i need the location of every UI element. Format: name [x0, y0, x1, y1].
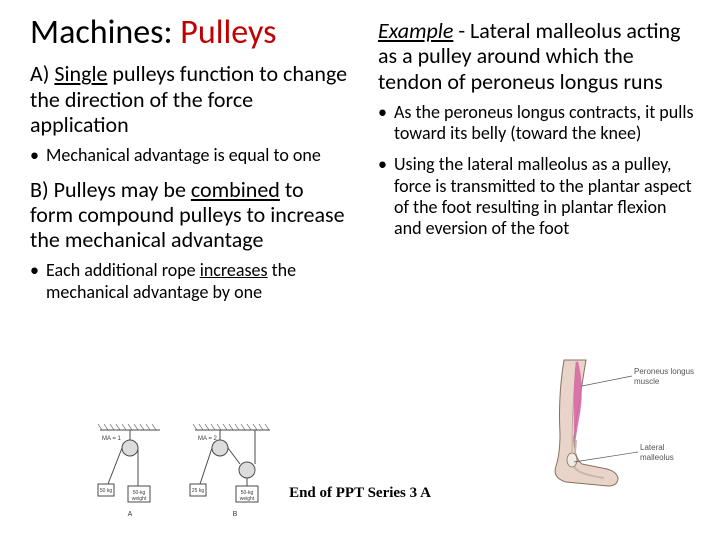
svg-text:weight: weight: [240, 496, 255, 502]
title-prefix: Machines:: [30, 12, 180, 53]
svg-text:MA = 1: MA = 1: [102, 436, 122, 442]
bullet-b-pre: Each additional rope: [46, 259, 200, 281]
foot-diagram: Peroneus longusmuscle Lateralmalleolus: [530, 356, 700, 496]
svg-text:Peroneus longus: Peroneus longus: [634, 367, 694, 376]
example-label: Example: [378, 17, 453, 44]
svg-text:muscle: muscle: [634, 377, 660, 386]
example-bullet-1: As the peroneus longus contracts, it pul…: [378, 102, 698, 144]
left-column: Machines: Pulleys A) Single pulleys func…: [30, 14, 350, 313]
svg-text:MA = 2: MA = 2: [198, 436, 218, 442]
svg-text:B: B: [233, 511, 238, 518]
example-bullet-2: Using the lateral malleolus as a pulley,…: [378, 154, 698, 239]
bullet-b-underline: increases: [200, 259, 268, 281]
example-heading: Example - Lateral malleolus acting as a …: [378, 18, 698, 94]
heading-a: A) Single pulleys function to change the…: [30, 61, 350, 137]
bullet-a: Mechanical advantage is equal to one: [30, 145, 350, 166]
heading-b-pre: B) Pulleys may be: [30, 176, 191, 203]
right-column: Example - Lateral malleolus acting as a …: [378, 14, 698, 313]
svg-text:25 kg: 25 kg: [192, 488, 204, 494]
title-accent: Pulleys: [180, 12, 276, 53]
slide-title: Machines: Pulleys: [30, 14, 350, 51]
svg-text:Lateral: Lateral: [640, 443, 665, 452]
svg-text:A: A: [128, 511, 133, 518]
heading-b: B) Pulleys may be combined to form compo…: [30, 177, 350, 253]
heading-a-underline: Single: [54, 60, 107, 87]
svg-text:50 kg: 50 kg: [100, 488, 112, 494]
heading-a-pre: A): [30, 60, 54, 87]
svg-text:malleolus: malleolus: [640, 453, 674, 462]
bullet-b: Each additional rope increases the mecha…: [30, 260, 350, 302]
heading-b-underline: combined: [191, 176, 280, 203]
svg-text:weight: weight: [132, 496, 147, 502]
pulley-diagram: 50-kgweight50 kg50-kgweight25 kgMA = 1MA…: [90, 422, 280, 522]
